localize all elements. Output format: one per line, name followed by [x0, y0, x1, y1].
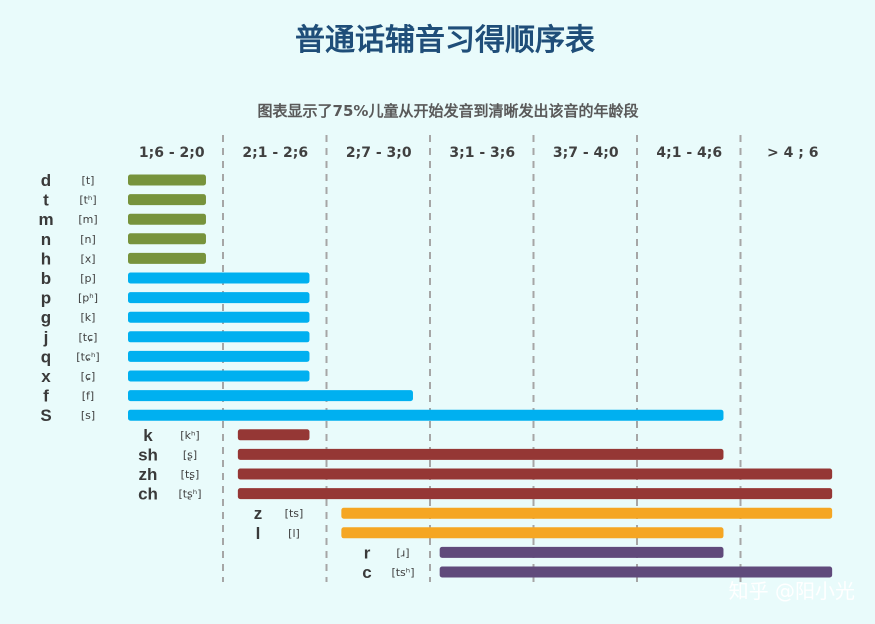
- ipa-label: [s]: [81, 409, 95, 422]
- ipa-label: [p]: [80, 272, 96, 285]
- ipa-label: [t]: [82, 174, 95, 187]
- age-range-label: 2;1 - 2;6: [242, 145, 308, 161]
- age-range-label: 1;6 - 2;0: [139, 145, 205, 161]
- bar-h: [128, 252, 206, 264]
- consonant-letter: S: [40, 406, 51, 425]
- consonant-letter: b: [41, 269, 51, 288]
- ipa-label: [ɹ]: [396, 546, 409, 559]
- age-range-label: > 4 ; 6: [767, 145, 818, 161]
- bar-k: [237, 429, 310, 441]
- ipa-label: [k]: [81, 311, 96, 324]
- bar-m: [128, 213, 206, 225]
- bar-p: [128, 292, 310, 304]
- bar-x: [128, 370, 310, 382]
- consonant-letter: c: [362, 563, 371, 582]
- ipa-label: [f]: [82, 390, 94, 403]
- consonant-letter: ch: [138, 485, 158, 504]
- bar-r: [439, 546, 724, 558]
- consonant-letter: k: [143, 426, 153, 445]
- bar-b: [128, 272, 310, 284]
- ipa-label: [pʰ]: [78, 292, 98, 305]
- ipa-label: [ts]: [285, 507, 304, 520]
- age-range-labels: 1;6 - 2;0 2;1 - 2;6 2;7 - 3;0 3;1 - 3;6 3;7 …: [139, 145, 819, 161]
- consonant-letter: t: [43, 191, 49, 210]
- consonant-letter: f: [43, 387, 49, 406]
- bar-f: [128, 390, 413, 402]
- chart-subtitle: 图表显示了75%儿童从开始发音到清晰发出该音的年龄段: [258, 102, 639, 120]
- ipa-label: [n]: [80, 233, 96, 246]
- ipa-label: [tɕʰ]: [76, 350, 99, 363]
- consonant-letter: m: [38, 210, 53, 229]
- age-range-label: 3;1 - 3;6: [449, 145, 515, 161]
- bar-ch: [237, 488, 833, 500]
- ipa-label: [tʰ]: [79, 194, 96, 207]
- ipa-label: [tʂʰ]: [178, 488, 201, 501]
- ipa-label: [l]: [288, 527, 300, 540]
- consonant-letter: n: [41, 230, 51, 249]
- bar-sh: [237, 448, 724, 460]
- ipa-label: [tɕ]: [79, 331, 98, 344]
- consonant-letter: j: [43, 328, 49, 347]
- bar-z: [341, 507, 833, 519]
- bar-t: [128, 194, 206, 206]
- consonant-letter: x: [41, 367, 51, 386]
- consonant-letter: p: [41, 289, 51, 308]
- bar-g: [128, 311, 310, 323]
- ipa-label: [m]: [78, 213, 97, 226]
- bar-n: [128, 233, 206, 245]
- bar-j: [128, 331, 310, 343]
- consonant-letter: sh: [138, 445, 158, 464]
- consonant-letter: zh: [139, 465, 158, 484]
- bar-c: [439, 566, 833, 578]
- age-range-label: 2;7 - 3;0: [346, 145, 412, 161]
- consonant-labels: d [t] t [tʰ] m [m] n [n] h [x] b [p] p [pʰ] g [k] j [tɕ] q…: [38, 171, 414, 582]
- consonant-letter: z: [254, 504, 263, 523]
- bar-l: [341, 527, 724, 539]
- bar-zh: [237, 468, 833, 480]
- consonant-letter: r: [364, 543, 371, 562]
- ipa-label: [ʂ]: [183, 448, 197, 461]
- consonant-letter: l: [256, 524, 261, 543]
- ipa-label: [tʂ]: [181, 468, 200, 481]
- age-range-label: 4;1 - 4;6: [656, 145, 722, 161]
- consonant-letter: q: [41, 347, 51, 366]
- chart-title: 普通话辅音习得顺序表: [295, 23, 595, 58]
- bar-S: [128, 409, 724, 421]
- consonant-letter: h: [41, 249, 51, 268]
- bar-d: [128, 174, 206, 186]
- bar-q: [128, 350, 310, 362]
- bars: [128, 174, 833, 578]
- consonant-letter: g: [41, 308, 51, 327]
- ipa-label: [kʰ]: [180, 429, 199, 442]
- watermark: 知乎 @阳小光: [729, 579, 855, 603]
- consonant-letter: d: [41, 171, 51, 190]
- ipa-label: [tsʰ]: [391, 566, 414, 579]
- age-range-label: 3;7 - 4;0: [553, 145, 619, 161]
- ipa-label: [x]: [80, 252, 95, 265]
- ipa-label: [ɕ]: [81, 370, 96, 383]
